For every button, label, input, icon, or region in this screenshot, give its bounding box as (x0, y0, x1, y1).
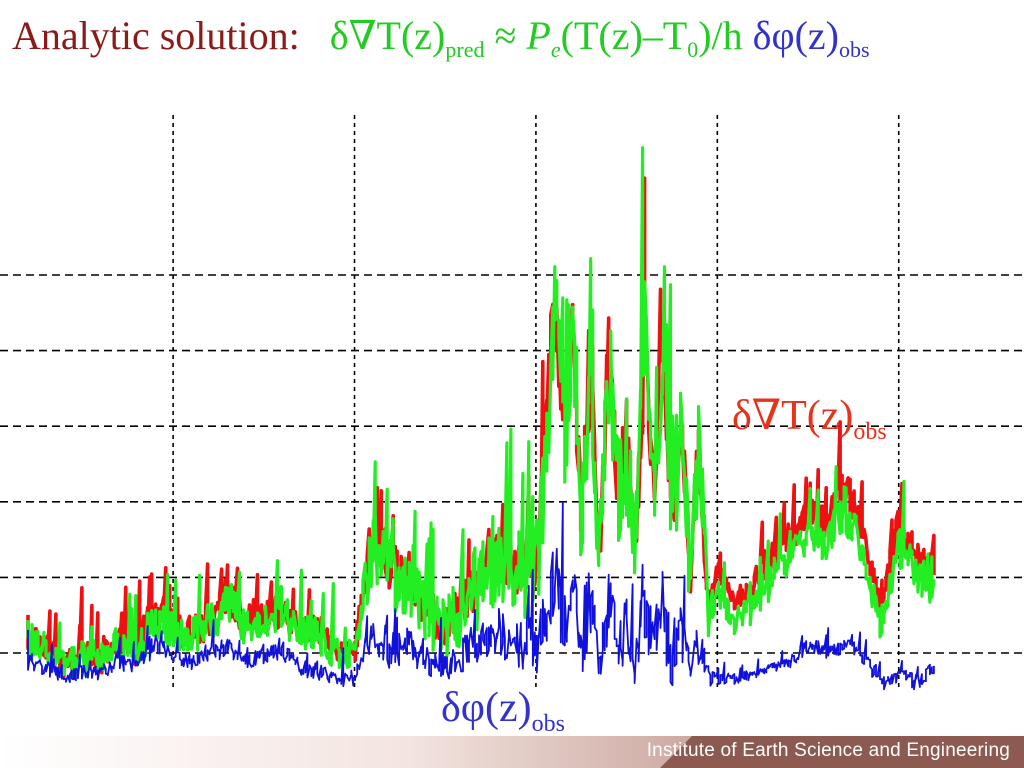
annotation-red-sub: obs (853, 419, 887, 445)
title-phi-formula: δφ(z)obs (752, 13, 870, 61)
footer-institution: Institute of Earth Science and Engineeri… (646, 740, 1010, 761)
title-pred-main: δ∇T(z) (329, 13, 446, 58)
series-line-porosity-obs (27, 502, 935, 691)
annotation-temperature-gradient-obs: δ∇T(z)obs (732, 390, 887, 444)
title-phi-main: δφ(z) (752, 13, 839, 58)
title-pred-formula: δ∇T(z)pred ≈ Pe(T(z)–T0)/h (329, 13, 743, 61)
title-pred-sub: pred (445, 37, 485, 62)
title-label: Analytic solution: (12, 13, 300, 58)
footer-bar (692, 736, 1024, 768)
annotation-red-main: δ∇T(z) (732, 393, 854, 439)
title-pe-sub: e (550, 37, 561, 62)
footer-banner: Institute of Earth Science and Engineeri… (0, 736, 1024, 768)
title-approx: ≈ (494, 13, 517, 58)
series-line-temperature-gradient-pred (26, 146, 936, 679)
annotation-porosity-obs: δφ(z)obs (441, 684, 565, 736)
annotation-blue-main: δφ(z) (441, 685, 532, 731)
annotation-blue-sub: obs (531, 711, 565, 737)
title-pe-main: P (526, 13, 551, 58)
footer-wedge (660, 736, 692, 768)
chart-series (26, 146, 936, 691)
title-expr-close: )/h (698, 13, 743, 58)
title-phi-sub: obs (838, 37, 870, 62)
title-expr-sub: 0 (687, 37, 699, 62)
slide-title: Analytic solution: δ∇T(z)pred ≈ Pe(T(z)–… (12, 8, 870, 64)
title-expr-open: (T(z)–T (560, 13, 688, 58)
